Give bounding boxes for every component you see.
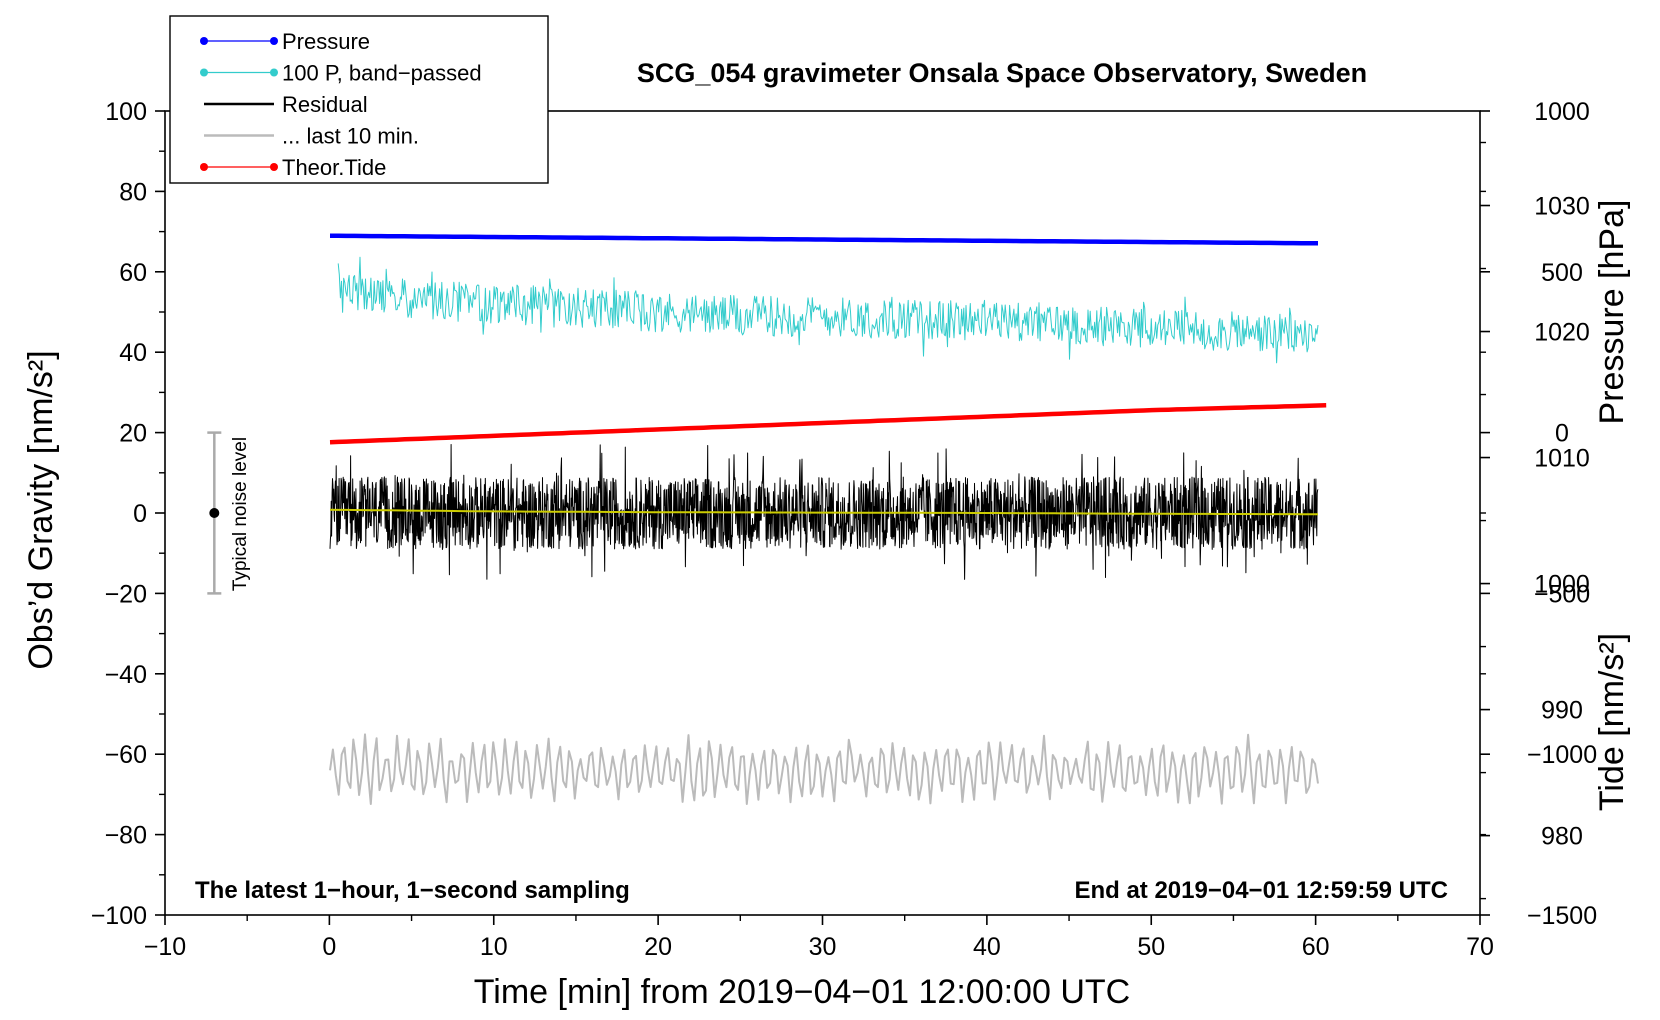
legend-label: Residual	[282, 92, 368, 117]
y-axis-title: Obs’d Gravity [nm/s²]	[22, 350, 60, 669]
legend-label: ... last 10 min.	[282, 124, 419, 149]
x-tick-label: 50	[1137, 933, 1165, 961]
series-line-theor-tide	[329, 403, 1327, 445]
series-line-residual-smoothed-	[329, 508, 1318, 516]
x-tick-label: 40	[973, 933, 1001, 961]
pressure-tick-label: 1020	[1534, 319, 1590, 347]
annotation-end-time: End at 2019−04−01 12:59:59 UTC	[1074, 877, 1448, 904]
tide-tick-label: −500	[1534, 580, 1590, 608]
y-tick-label: −80	[105, 822, 147, 850]
legend-marker	[200, 68, 208, 77]
series-line-100-p-band-passed	[337, 256, 1319, 364]
y-tick-label: −40	[105, 661, 147, 689]
y-tick-label: 60	[119, 259, 147, 287]
pressure-tick-label: 1010	[1534, 445, 1590, 473]
tide-tick-label: −1500	[1527, 902, 1597, 930]
axes: −10 0 10 20 30 40 50 60 70−100−80−60−40−20020406…	[91, 98, 1597, 961]
x-tick-label: 60	[1302, 933, 1330, 961]
x-tick-label: −10	[144, 933, 186, 961]
pressure-axis-title: Pressure [hPa]	[1593, 200, 1631, 425]
pressure-tick-label: 980	[1541, 823, 1583, 851]
x-tick-label: 10	[480, 933, 508, 961]
chart-text: SCG_054 gravimeter Onsala Space Observat…	[22, 58, 1631, 1011]
y-tick-label: −100	[91, 902, 147, 930]
legend-marker	[270, 37, 278, 45]
noise-level-label: Typical noise level	[230, 437, 251, 591]
x-tick-label: 20	[644, 933, 672, 961]
legend-marker	[200, 163, 208, 171]
tide-tick-label: 1000	[1534, 98, 1590, 126]
tide-tick-label: −1000	[1527, 741, 1597, 769]
tide-tick-label: 500	[1541, 259, 1583, 287]
y-tick-label: 20	[119, 420, 147, 448]
chart-title: SCG_054 gravimeter Onsala Space Observat…	[637, 58, 1367, 88]
tide-axis-title: Tide [nm/s²]	[1593, 633, 1631, 811]
x-tick-label: 0	[322, 933, 336, 961]
y-tick-label: −20	[105, 580, 147, 608]
plot-area	[207, 233, 1327, 805]
x-tick-label: 30	[809, 933, 837, 961]
legend-marker	[270, 68, 278, 77]
pressure-tick-label: 1030	[1534, 193, 1590, 221]
series-line-pressure	[330, 233, 1318, 246]
annotation-sampling: The latest 1−hour, 1−second sampling	[195, 877, 630, 904]
legend-marker	[270, 163, 278, 171]
legend-box	[169, 15, 549, 184]
series-line--last-10-min-	[329, 733, 1319, 805]
legend-label: 100 P, band−passed	[282, 61, 482, 86]
x-axis-title: Time [min] from 2019−04−01 12:00:00 UTC	[474, 973, 1130, 1011]
noise-bar-center-dot	[209, 508, 220, 518]
x-tick-label: 70	[1466, 933, 1494, 961]
series-line-residual	[329, 444, 1319, 580]
y-tick-label: −60	[105, 741, 147, 769]
y-tick-label: 40	[119, 339, 147, 367]
pressure-tick-label: 1000	[1534, 571, 1590, 599]
tide-tick-label: 0	[1555, 420, 1569, 448]
legend-label: Pressure	[282, 29, 370, 54]
y-tick-label: 80	[119, 178, 147, 206]
y-tick-label: 0	[133, 500, 147, 528]
y-tick-label: 100	[105, 98, 147, 126]
legend: Pressure 100 P, band−passed Residual ... la…	[169, 15, 549, 184]
legend-marker	[200, 37, 208, 45]
pressure-tick-label: 990	[1541, 697, 1583, 725]
legend-label: Theor.Tide	[282, 155, 386, 180]
